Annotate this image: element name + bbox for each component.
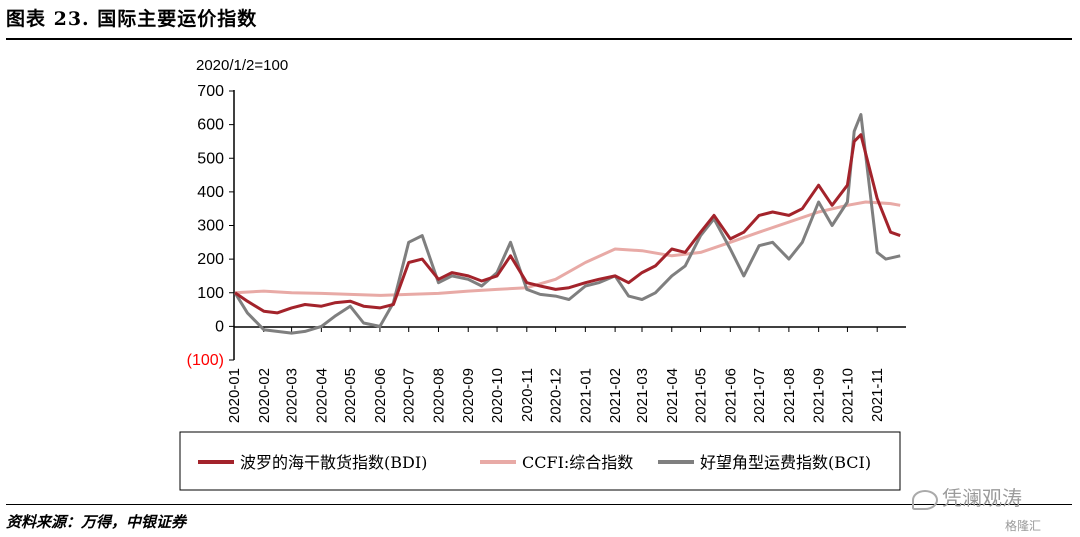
x-tick-label: 2021-01: [577, 368, 594, 423]
watermark-text: 凭澜观涛: [942, 486, 1022, 510]
x-tick-label: 2021-02: [607, 368, 624, 423]
x-tick-label: 2021-11: [869, 368, 886, 422]
top-divider: [6, 38, 1072, 40]
y-tick-label: 700: [197, 83, 224, 100]
chart-axes: [233, 90, 906, 360]
x-tick-label: 2020-05: [342, 368, 359, 423]
x-tick-label: 2020-02: [256, 368, 273, 423]
legend-label: CCFI:综合指数: [522, 453, 633, 472]
x-tick-label: 2021-06: [722, 368, 739, 423]
series-line-0: [234, 133, 901, 315]
series-line-1: [234, 200, 901, 297]
x-tick-label: 2021-03: [634, 368, 651, 423]
y-tick-label: (100): [187, 352, 224, 369]
y-tick-labels: 700 600 500 400 300 200 100 0 (100): [187, 83, 234, 369]
y-tick-label: 200: [197, 251, 224, 268]
x-tick-label: 2021-09: [811, 368, 828, 423]
x-tick-label: 2021-07: [751, 368, 768, 423]
bottom-divider: [6, 504, 1072, 505]
x-tick-label: 2021-08: [781, 368, 798, 423]
wechat-icon: [912, 489, 938, 510]
y-tick-label: 500: [197, 150, 224, 167]
x-tick-labels: 2020-01 2020-02 2020-03 2020-04 2020-05 2020-…: [226, 327, 886, 423]
x-tick-label: 2021-10: [839, 368, 856, 423]
x-tick-label: 2021-05: [693, 368, 710, 423]
x-tick-label: 2020-01: [226, 368, 243, 423]
legend-label: 好望角型运费指数(BCI): [700, 453, 871, 472]
x-tick-label: 2020-10: [489, 368, 506, 423]
legend-label: 波罗的海干散货指数(BDI): [240, 453, 427, 472]
y-tick-label: 400: [197, 184, 224, 201]
x-tick-label: 2020-03: [284, 368, 301, 423]
x-tick-label: 2020-08: [430, 368, 447, 423]
watermark-small: 格隆汇: [1005, 519, 1042, 533]
figure-title: 图表 23. 国际主要运价指数: [6, 8, 258, 30]
y-tick-label: 0: [215, 318, 224, 335]
x-tick-label: 2020-12: [548, 368, 565, 423]
unit-label: 2020/1/2=100: [196, 57, 288, 74]
x-tick-label: 2020-04: [313, 368, 330, 423]
x-tick-label: 2020-07: [401, 368, 418, 423]
y-tick-label: 600: [197, 117, 224, 134]
y-tick-label: 100: [197, 285, 224, 302]
series-lines: [233, 113, 901, 335]
source-note: 资料来源：万得，中银证券: [6, 513, 187, 531]
chart-legend: 波罗的海干散货指数(BDI) CCFI:综合指数 好望角型运费指数(BCI): [198, 453, 871, 472]
x-tick-label: 2021-04: [664, 368, 681, 423]
x-tick-label: 2020-09: [460, 368, 477, 423]
series-line-2: [233, 113, 901, 335]
legend-box: [179, 431, 901, 491]
x-tick-label: 2020-06: [372, 368, 389, 423]
watermark: 凭澜观涛: [912, 482, 1022, 511]
x-tick-label: 2020-11: [519, 368, 536, 422]
y-tick-label: 300: [197, 218, 224, 235]
